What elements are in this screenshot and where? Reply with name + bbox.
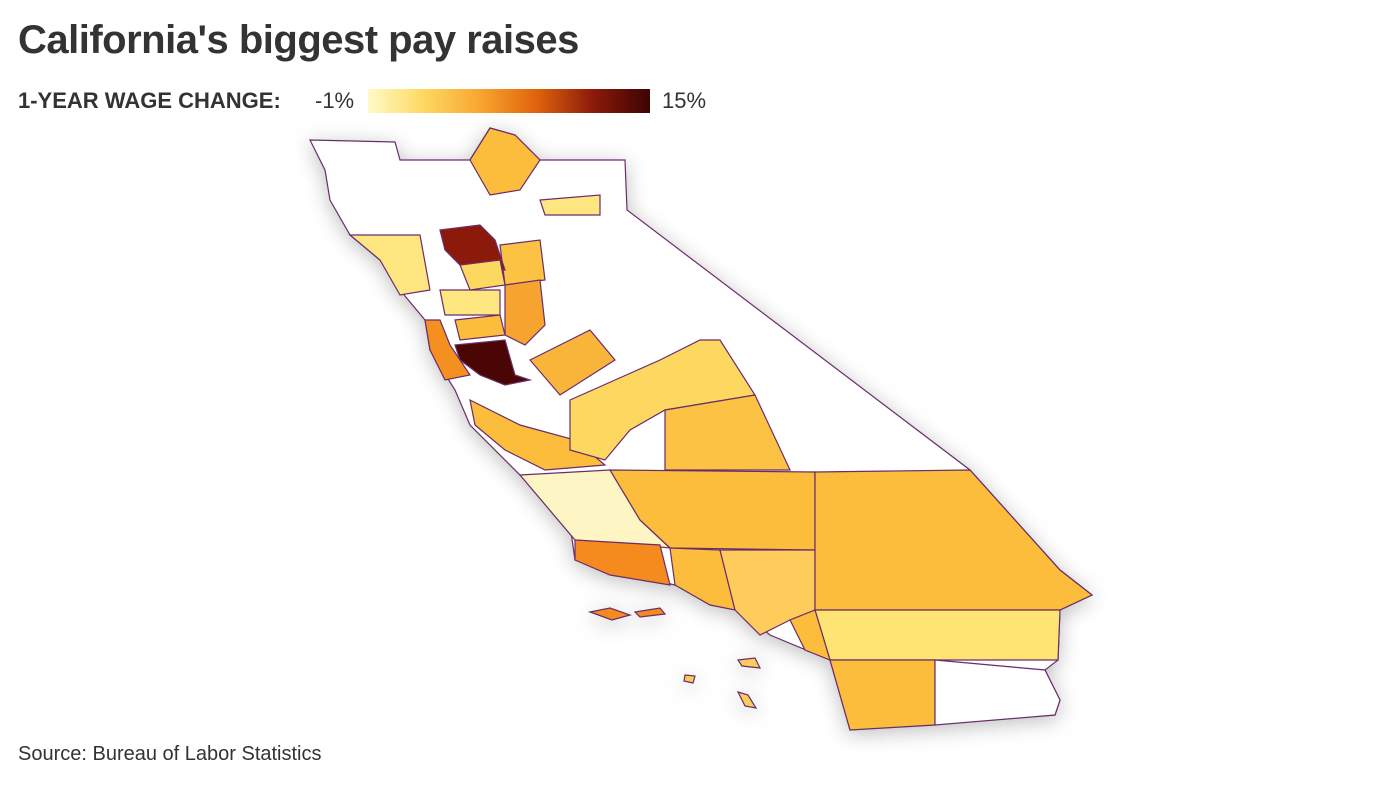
legend-max: 15% [662, 88, 707, 113]
county [439, 224, 506, 271]
county [814, 469, 1094, 611]
county [424, 319, 471, 381]
title: California's biggest pay raises [18, 18, 579, 62]
county [439, 289, 501, 316]
county [499, 239, 546, 286]
counties [348, 127, 1094, 731]
island [736, 691, 758, 709]
county [469, 398, 607, 471]
county [539, 194, 601, 216]
county [608, 469, 816, 551]
county [454, 314, 506, 341]
source: Source: Bureau of Labor Statistics [18, 743, 322, 765]
county [829, 659, 936, 731]
county [664, 394, 791, 471]
county [454, 339, 533, 386]
island [736, 657, 762, 669]
county [669, 547, 736, 611]
county [574, 539, 671, 586]
county [529, 329, 616, 396]
legend-label: 1-YEAR WAGE CHANGE: [18, 88, 281, 113]
island [683, 674, 696, 684]
island [587, 607, 633, 621]
legend-min: -1% [315, 88, 355, 113]
island [633, 607, 667, 618]
county [504, 279, 546, 346]
county [934, 659, 1061, 726]
legend-gradient [368, 89, 650, 113]
county [814, 609, 1061, 661]
county [469, 127, 541, 196]
county [348, 234, 431, 296]
